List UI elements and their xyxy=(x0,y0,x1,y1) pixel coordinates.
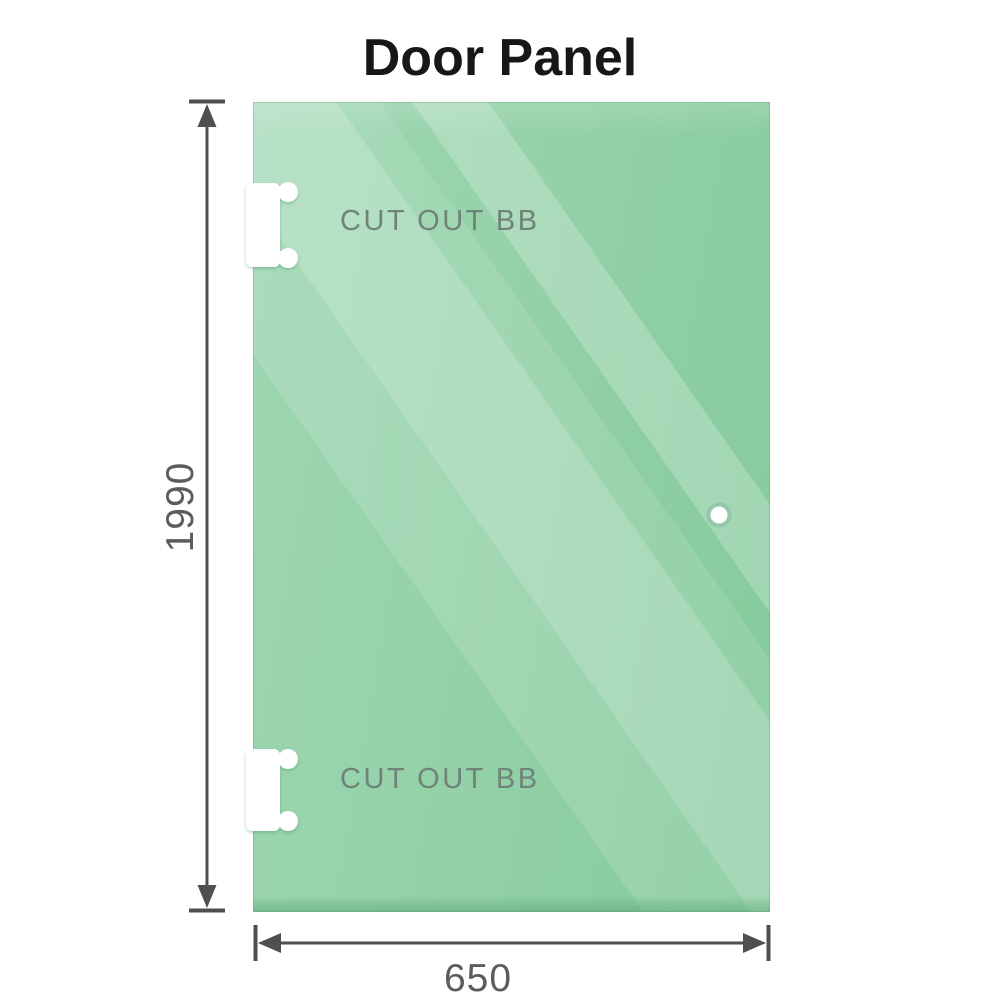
arrow-right-icon xyxy=(743,933,766,953)
arrow-down-icon xyxy=(197,885,217,908)
height-dimension-label: 1990 xyxy=(159,461,202,553)
width-dimension-label: 650 xyxy=(443,957,513,1000)
page-title: Door Panel xyxy=(362,29,638,87)
cutout-label-top: CUT OUT BB xyxy=(340,205,540,237)
arrow-up-icon xyxy=(197,104,217,127)
door-panel-glass xyxy=(253,102,770,912)
cutout-label-bottom: CUT OUT BB xyxy=(340,763,540,795)
arrow-left-icon xyxy=(258,933,281,953)
width-dimension xyxy=(253,925,771,961)
